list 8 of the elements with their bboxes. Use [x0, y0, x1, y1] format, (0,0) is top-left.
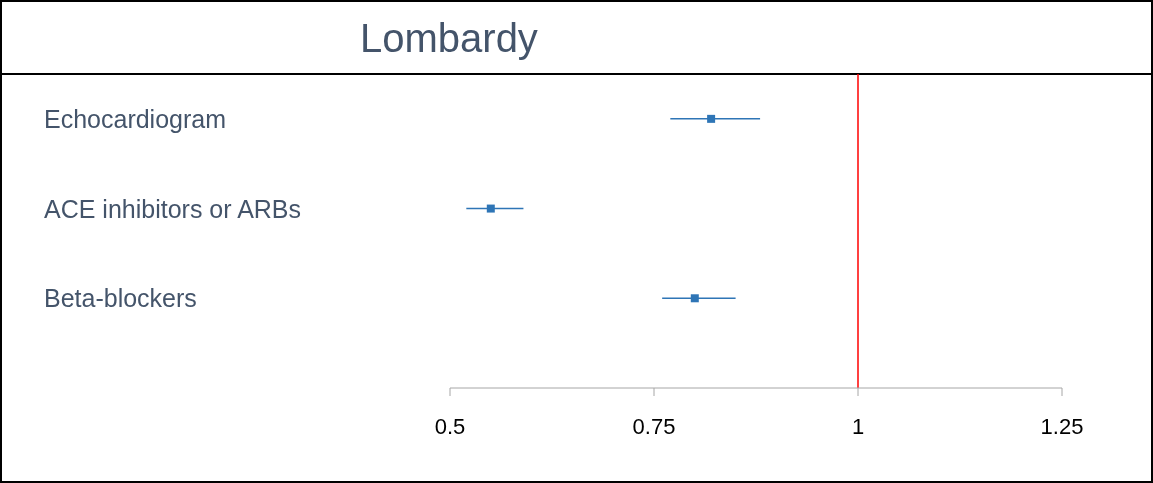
- x-tick-label: 1.25: [1040, 413, 1084, 439]
- x-tick-label: 1: [851, 413, 865, 439]
- chart-title: Lombardy: [360, 16, 538, 61]
- x-tick-label: 0.5: [434, 413, 466, 439]
- y-tick-label: Beta-blockers: [44, 284, 197, 313]
- y-tick-label: ACE inhibitors or ARBs: [44, 194, 302, 223]
- y-tick-label: Echocardiogram: [44, 104, 227, 133]
- x-tick-label: 0.75: [632, 413, 676, 439]
